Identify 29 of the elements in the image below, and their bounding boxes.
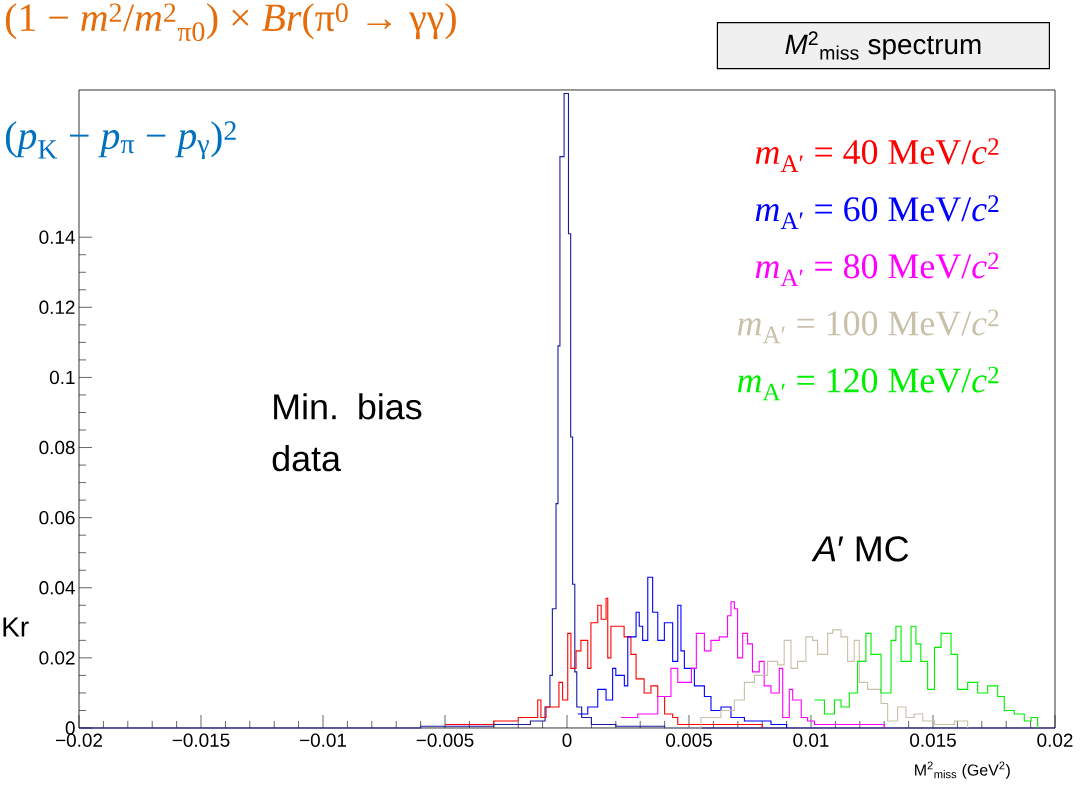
text: m$_{A′}$ = 120 MeV/c$^{2}$ bbox=[737, 366, 999, 401]
text: m$_{A′}$ = 60 MeV/c$^{2}$ bbox=[755, 195, 999, 229]
x-tick-label: −0.01 bbox=[300, 733, 347, 747]
text: m$_{A′}$ = 100 MeV/c$^{2}$ bbox=[737, 309, 999, 344]
y-tick-label: 0.1 bbox=[49, 370, 75, 385]
x-tick-label: 0.02 bbox=[1037, 733, 1073, 747]
x-tick-label: −0.015 bbox=[172, 733, 230, 747]
y-tick-label: 0 bbox=[65, 721, 75, 735]
text: (1 − m$^{2}$/m$^{2}$$_{π0}$) × Br(π$^{0}$ → γγ) bbox=[5, 3, 456, 42]
text: m$_{A′}$ = 40 MeV/c$^{2}$ bbox=[755, 138, 999, 172]
x-tick-label: 0 bbox=[562, 733, 572, 747]
y-tick-label: 0.06 bbox=[39, 510, 75, 525]
chart-title: M$^{2}$$_{miss}$ spectrum bbox=[785, 31, 981, 60]
x-tick-label: 0.005 bbox=[666, 733, 712, 747]
x-tick-label: 0.01 bbox=[793, 733, 829, 747]
y-tick-label: 0.08 bbox=[39, 440, 75, 455]
x-tick-label: 0.015 bbox=[910, 733, 956, 747]
x-tick-label: −0.005 bbox=[416, 733, 474, 747]
y-tick-label: 0.02 bbox=[39, 651, 75, 665]
text: m$_{A′}$ = 80 MeV/c$^{2}$ bbox=[755, 252, 999, 287]
y-tick-label: 0.04 bbox=[39, 581, 75, 595]
y-tick-label: 0.12 bbox=[39, 300, 75, 315]
y-tick-label: 0.14 bbox=[39, 230, 75, 244]
text: (p$_{K}$ − p$_{π}$ − p$_{γ}$)$^{2}$ bbox=[5, 121, 236, 160]
annotation: A′ MC bbox=[811, 536, 909, 562]
x-tick-label: −0.02 bbox=[56, 733, 103, 747]
x-axis-title: M$^{2}$$_{miss}$ (GeV$^{2}$) bbox=[915, 761, 1010, 779]
text: Kr bbox=[3, 617, 29, 637]
annotation: Min. bias data bbox=[272, 393, 422, 472]
